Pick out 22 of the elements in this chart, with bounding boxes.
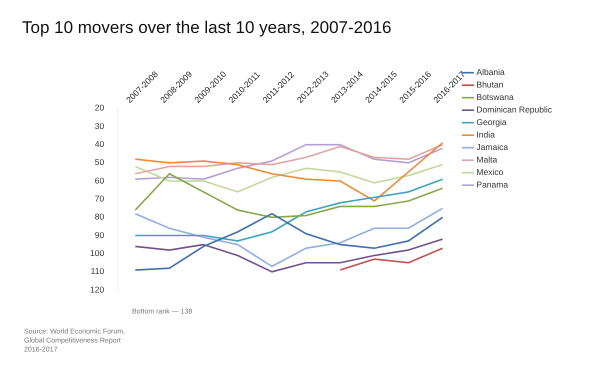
y-tick-label: 90 xyxy=(94,230,104,240)
y-tick-label: 20 xyxy=(94,102,104,113)
legend-label: Panama xyxy=(476,179,508,190)
legend-label: Bhutan xyxy=(476,79,504,90)
y-tick-label: 40 xyxy=(94,139,104,150)
chart-title: Top 10 movers over the last 10 years, 2007-2016 xyxy=(22,18,392,37)
y-tick-label: 60 xyxy=(94,175,104,186)
legend-label: Dominican Republic xyxy=(476,104,553,114)
legend-label: India xyxy=(476,129,496,140)
legend-label: Jamaica xyxy=(476,142,508,152)
y-tick-label: 120 xyxy=(90,284,104,294)
y-tick-label: 110 xyxy=(90,266,104,276)
legend-label: Malta xyxy=(476,154,498,164)
y-tick-label: 70 xyxy=(94,194,104,204)
y-tick-label: 30 xyxy=(94,120,104,131)
legend-label: Botswana xyxy=(476,92,514,102)
y-tick-label: 50 xyxy=(94,157,104,168)
y-tick-label: 100 xyxy=(90,248,104,258)
legend-label: Albania xyxy=(476,66,506,77)
legend-label: Mexico xyxy=(476,166,504,177)
legend-label: Georgia xyxy=(476,116,507,127)
y-tick-label: 80 xyxy=(94,212,104,222)
